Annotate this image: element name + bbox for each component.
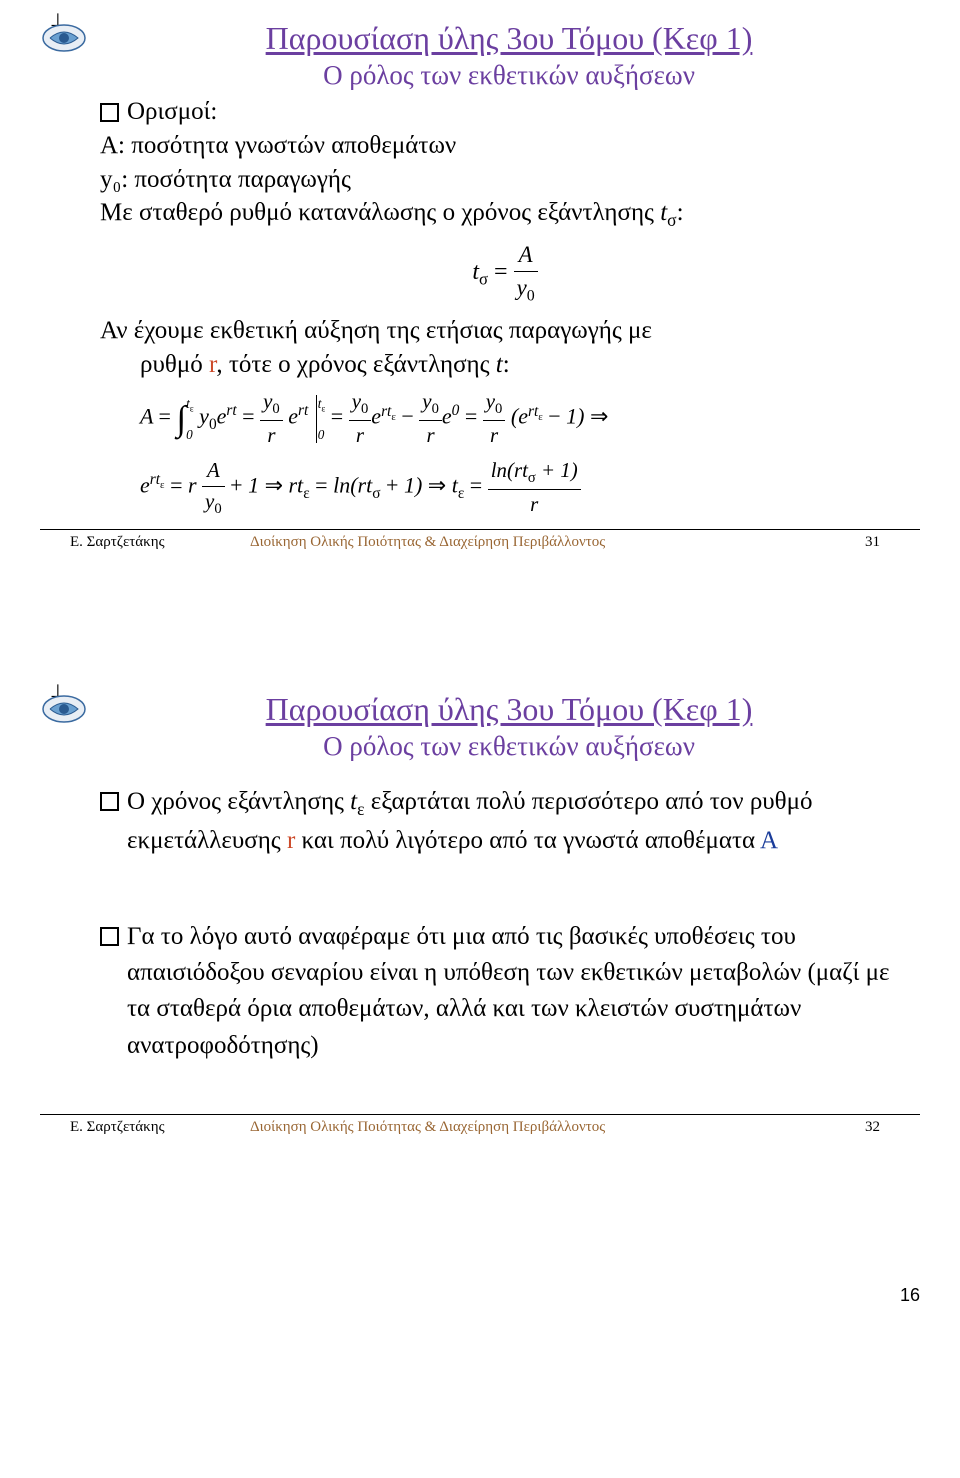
const-pre: Με σταθερό ρυθμό κατανάλωσης ο χρόνος εξ… [100,199,660,226]
bullet-2-text: Γα το λόγο αυτό αναφέραμε ότι μια από τι… [127,919,910,1064]
const-rate-line: Με σταθερό ρυθμό κατανάλωσης ο χρόνος εξ… [100,196,910,233]
slide-footer: Ε. Σαρτζετάκης Διοίκηση Ολικής Ποιότητας… [40,1119,920,1136]
eq-solve-te: ertε = r Ay0 + 1 ⇒ rtε = ln(rtσ + 1) ⇒ t… [140,456,910,519]
footer-rule [40,1114,920,1115]
slide-2: ⊥ Παρουσίαση ύλης 3ου Τόμου (Κεφ 1) Ο ρό… [40,691,920,1136]
eq-integral: A = ∫tε0 y0ert = y0r ert tε0 = y0rertε −… [140,387,910,450]
footer-author: Ε. Σαρτζετάκης [70,534,250,551]
exp2-mid: , τότε ο χρόνος εξάντλησης [216,351,495,378]
slide-footer: Ε. Σαρτζετάκης Διοίκηση Ολικής Ποιότητας… [40,534,920,551]
slide-subtitle: Ο ρόλος των εκθετικών αυξήσεων [98,59,920,91]
footer-page-number: 32 [820,1119,880,1136]
logo-icon [40,691,88,727]
footer-author: Ε. Σαρτζετάκης [70,1119,250,1136]
bullet-icon [100,103,119,122]
const-post: : [677,199,684,226]
exp-line-1: Αν έχουμε εκθετική αύξηση της ετήσιας πα… [100,314,910,348]
def-y0: y₀: ποσότητα παραγωγής [100,163,910,197]
eq-tsigma: tσ = Ay0 [100,239,910,308]
footer-rule [40,529,920,530]
footer-course: Διοίκηση Ολικής Ποιότητας & Διαχείρηση Π… [250,534,820,551]
A-var: Α [760,827,778,854]
slide-header: Παρουσίαση ύλης 3ου Τόμου (Κεφ 1) Ο ρόλο… [40,20,920,91]
slide-1: ⊥ Παρουσίαση ύλης 3ου Τόμου (Κεφ 1) Ο ρό… [40,20,920,551]
logo-icon [40,20,88,56]
t-sigma-var: tσ [660,199,676,226]
slide-header: Παρουσίαση ύλης 3ου Τόμου (Κεφ 1) Ο ρόλο… [40,691,920,762]
document-page-number: 16 [900,1285,920,1306]
definitions-heading: Ορισμοί: [127,95,217,129]
slide-title: Παρουσίαση ύλης 3ου Τόμου (Κεφ 1) [98,691,920,728]
slide-subtitle: Ο ρόλος των εκθετικών αυξήσεων [98,730,920,762]
bullet-icon [100,792,119,811]
exp2-pre: ρυθμό [140,351,209,378]
bullet-1-text: Ο χρόνος εξάντλησης tε εξαρτάται πολύ πε… [127,784,910,859]
slide-content: Ορισμοί: Α: ποσότητα γνωστών αποθεμάτων … [40,95,920,519]
footer-course: Διοίκηση Ολικής Ποιότητας & Διαχείρηση Π… [250,1119,820,1136]
bullet-icon [100,927,119,946]
def-A: Α: ποσότητα γνωστών αποθεμάτων [100,129,910,163]
slide-content: Ο χρόνος εξάντλησης tε εξαρτάται πολύ πε… [40,764,920,1064]
exp-line-2: ρυθμό r, τότε ο χρόνος εξάντλησης t: [100,348,910,382]
t-var: t [496,351,503,378]
te-var: tε [350,788,364,815]
slide-title: Παρουσίαση ύλης 3ου Τόμου (Κεφ 1) [98,20,920,57]
b1-pre: Ο χρόνος εξάντλησης [127,788,350,815]
b1-mid2: και πολύ λιγότερο από τα γνωστά αποθέματ… [295,827,760,854]
exp2-post: : [503,351,510,378]
footer-page-number: 31 [820,534,880,551]
